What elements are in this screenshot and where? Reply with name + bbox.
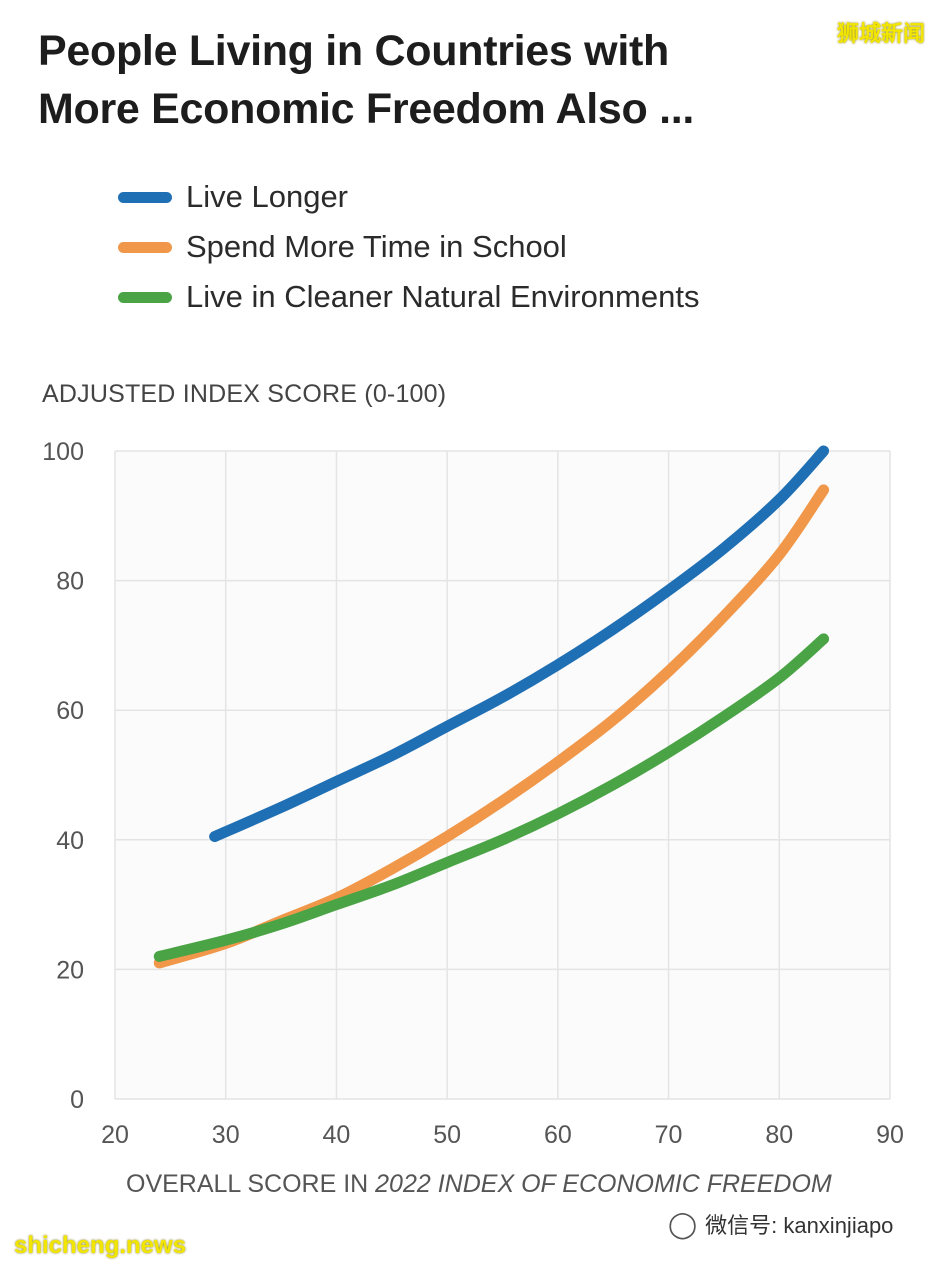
- watermark-bottom-left: shicheng.news: [14, 1232, 187, 1259]
- chart-title-line-2: More Economic Freedom Also ...: [38, 85, 695, 133]
- x-tick-label-60: 60: [544, 1121, 572, 1149]
- y-axis-label: ADJUSTED INDEX SCORE (0-100): [42, 380, 447, 408]
- x-tick-label-50: 50: [433, 1121, 461, 1149]
- x-axis-label-prefix: OVERALL SCORE IN: [126, 1170, 376, 1198]
- wechat-watermark: ◯ 微信号: kanxinjiapo: [668, 1208, 893, 1240]
- y-tick-label-0: 0: [70, 1086, 84, 1114]
- chart-legend: Live Longer Spend More Time in School Li…: [118, 172, 699, 322]
- legend-item-school: Spend More Time in School: [118, 222, 699, 272]
- x-tick-label-30: 30: [212, 1121, 240, 1149]
- legend-swatch-school: [118, 241, 172, 253]
- wechat-label: 微信号: kanxinjiapo: [705, 1213, 894, 1238]
- series-line-environment: [153, 633, 830, 962]
- legend-label-school: Spend More Time in School: [186, 229, 567, 264]
- legend-item-environment: Live in Cleaner Natural Environments: [118, 272, 699, 322]
- legend-label-environment: Live in Cleaner Natural Environments: [186, 279, 700, 314]
- legend-swatch-live-longer: [118, 191, 172, 203]
- y-tick-label-20: 20: [56, 956, 84, 984]
- x-tick-label-20: 20: [101, 1121, 129, 1149]
- x-tick-label-40: 40: [323, 1121, 351, 1149]
- y-tick-label-80: 80: [56, 568, 84, 596]
- legend-item-live-longer: Live Longer: [118, 172, 699, 222]
- y-tick-label-40: 40: [56, 827, 84, 855]
- wechat-icon: ◯: [668, 1208, 698, 1239]
- x-tick-label-90: 90: [876, 1121, 904, 1149]
- x-axis-label: OVERALL SCORE IN 2022 INDEX OF ECONOMIC …: [126, 1170, 832, 1199]
- chart-title-line-1: People Living in Countries with: [38, 27, 669, 75]
- legend-label-live-longer: Live Longer: [186, 179, 349, 214]
- chart-title: People Living in Countries with More Eco…: [38, 22, 798, 138]
- y-tick-label-60: 60: [56, 697, 84, 725]
- x-tick-label-70: 70: [655, 1121, 683, 1149]
- series-line-live_longer: [209, 445, 830, 843]
- legend-swatch-environment: [118, 291, 172, 303]
- y-tick-label-100: 100: [42, 438, 84, 466]
- plot-area: [115, 451, 890, 1099]
- x-axis-label-italic: 2022 INDEX OF ECONOMIC FREEDOM: [375, 1170, 832, 1198]
- x-tick-label-80: 80: [765, 1121, 793, 1149]
- watermark-top-right: 狮城新闻: [836, 22, 925, 47]
